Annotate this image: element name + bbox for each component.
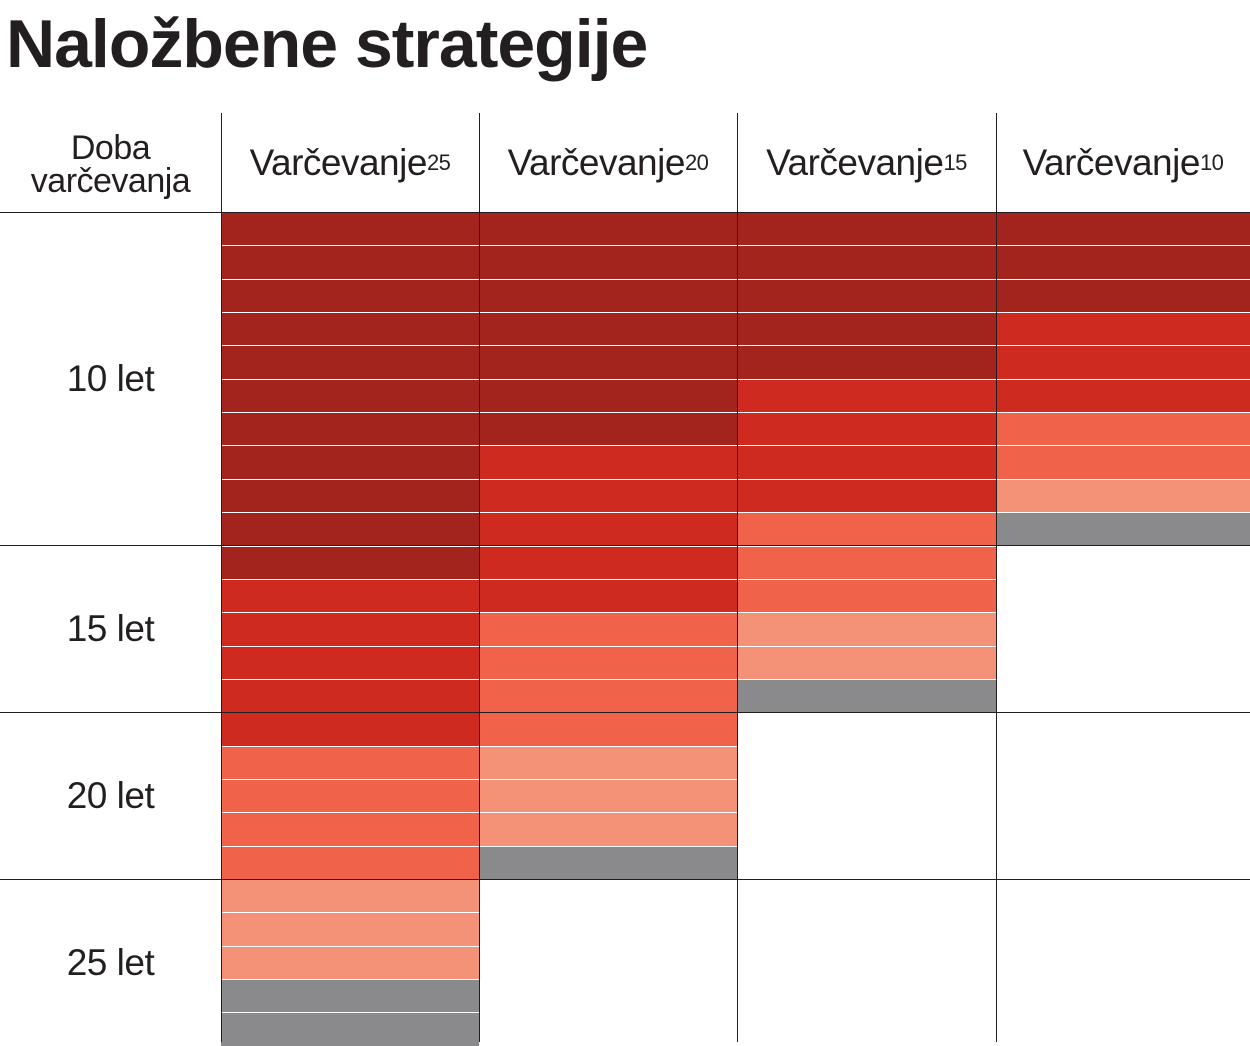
year-cell-Varčevanje25-18: [221, 778, 479, 813]
year-cell-Varčevanje20-18: [479, 778, 737, 813]
grid-divider: [0, 545, 1250, 546]
year-cell-Varčevanje25-22: [221, 912, 479, 947]
year-cell-Varčevanje25-5: [221, 345, 479, 380]
header-savings-period: Doba varčevanja: [0, 113, 221, 212]
year-cell-Varčevanje15-9: [737, 478, 996, 513]
year-cell-Varčevanje25-16: [221, 712, 479, 747]
year-cell-Varčevanje25-19: [221, 812, 479, 847]
year-cell-Varčevanje20-17: [479, 745, 737, 780]
row-label-10: 10 let: [66, 358, 155, 399]
year-cell-Varčevanje15-3: [737, 278, 996, 313]
grid-divider: [0, 712, 1250, 713]
year-cell-Varčevanje10-9: [996, 478, 1250, 513]
year-cell-Varčevanje25-4: [221, 312, 479, 346]
year-cell-Varčevanje20-2: [479, 245, 737, 280]
column-sup: 20: [684, 149, 709, 175]
year-cell-Varčevanje20-7: [479, 412, 737, 446]
grid-divider: [0, 879, 1250, 880]
year-cell-Varčevanje15-15: [737, 678, 996, 713]
year-cell-Varčevanje15-14: [737, 645, 996, 680]
year-cell-Varčevanje25-23: [221, 945, 479, 980]
header-savings-period-line1: Doba: [70, 128, 151, 167]
year-cell-Varčevanje20-12: [479, 578, 737, 613]
year-cell-Varčevanje10-7: [996, 412, 1250, 446]
column-label: Varčevanje: [1022, 141, 1201, 183]
year-cell-Varčevanje25-6: [221, 378, 479, 413]
year-cell-Varčevanje15-11: [737, 545, 996, 580]
year-cell-Varčevanje20-9: [479, 478, 737, 513]
year-cell-Varčevanje20-16: [479, 712, 737, 747]
year-cell-Varčevanje25-8: [221, 445, 479, 480]
column-sup: 25: [426, 149, 451, 175]
year-cell-Varčevanje25-13: [221, 612, 479, 647]
year-cell-Varčevanje15-1: [737, 212, 996, 246]
year-cell-Varčevanje15-8: [737, 445, 996, 480]
year-cell-Varčevanje25-24: [221, 979, 479, 1013]
header-savings-period-line2: varčevanja: [30, 161, 191, 200]
column-sup: 15: [943, 149, 967, 175]
year-cell-Varčevanje20-3: [479, 278, 737, 313]
grid-divider: [996, 113, 997, 1042]
grid-divider: [221, 113, 222, 1042]
year-cell-Varčevanje25-12: [221, 578, 479, 613]
year-cell-Varčevanje25-10: [221, 512, 479, 546]
year-cell-Varčevanje20-8: [479, 445, 737, 480]
year-cell-Varčevanje25-15: [221, 678, 479, 713]
column-label: Varčevanje: [249, 141, 428, 183]
column-label: Varčevanje: [766, 141, 944, 183]
year-cell-Varčevanje15-13: [737, 612, 996, 647]
year-cell-Varčevanje20-19: [479, 812, 737, 847]
year-cell-Varčevanje20-10: [479, 512, 737, 546]
year-cell-Varčevanje20-6: [479, 378, 737, 413]
year-cell-Varčevanje15-12: [737, 578, 996, 613]
year-cell-Varčevanje20-14: [479, 645, 737, 680]
year-cell-Varčevanje15-7: [737, 412, 996, 446]
year-cell-Varčevanje10-10: [996, 512, 1250, 546]
year-cell-Varčevanje15-10: [737, 512, 996, 546]
year-cell-Varčevanje10-6: [996, 378, 1250, 413]
year-cell-Varčevanje10-4: [996, 312, 1250, 346]
year-cell-Varčevanje10-1: [996, 212, 1250, 246]
year-cell-Varčevanje25-20: [221, 845, 479, 880]
year-cell-Varčevanje15-4: [737, 312, 996, 346]
grid-divider: [0, 212, 1250, 213]
year-cell-Varčevanje25-7: [221, 412, 479, 446]
column-sup: 10: [1199, 149, 1224, 175]
header-column-1: Varčevanje 25: [221, 113, 479, 212]
year-cell-Varčevanje25-1: [221, 212, 479, 246]
year-cell-Varčevanje10-3: [996, 278, 1250, 313]
year-cell-Varčevanje25-14: [221, 645, 479, 680]
header-column-4: Varčevanje 10: [996, 113, 1250, 212]
year-cell-Varčevanje20-13: [479, 612, 737, 647]
row-label-15: 15 let: [66, 608, 155, 649]
year-cell-Varčevanje20-15: [479, 678, 737, 713]
year-cell-Varčevanje25-21: [221, 879, 479, 913]
page-title: Naložbene strategije: [6, 6, 648, 82]
year-cell-Varčevanje20-20: [479, 845, 737, 880]
year-cell-Varčevanje25-17: [221, 745, 479, 780]
year-cell-Varčevanje15-6: [737, 378, 996, 413]
year-cell-Varčevanje25-25: [221, 1012, 479, 1046]
year-cell-Varčevanje10-2: [996, 245, 1250, 280]
year-cell-Varčevanje25-3: [221, 278, 479, 313]
year-cell-Varčevanje25-9: [221, 478, 479, 513]
year-cell-Varčevanje20-1: [479, 212, 737, 246]
grid-divider: [737, 113, 738, 1042]
year-cell-Varčevanje20-5: [479, 345, 737, 380]
header-column-3: Varčevanje 15: [737, 113, 996, 212]
grid-divider: [479, 113, 480, 1042]
row-label-25: 25 let: [66, 942, 155, 983]
year-cell-Varčevanje20-11: [479, 545, 737, 580]
year-cell-Varčevanje25-11: [221, 545, 479, 580]
year-cell-Varčevanje10-5: [996, 345, 1250, 380]
row-label-20: 20 let: [66, 775, 155, 816]
column-label: Varčevanje: [507, 141, 686, 183]
year-cell-Varčevanje25-2: [221, 245, 479, 280]
year-cell-Varčevanje15-2: [737, 245, 996, 280]
year-cell-Varčevanje15-5: [737, 345, 996, 380]
header-column-2: Varčevanje 20: [479, 113, 737, 212]
year-cell-Varčevanje10-8: [996, 445, 1250, 480]
year-cell-Varčevanje20-4: [479, 312, 737, 346]
